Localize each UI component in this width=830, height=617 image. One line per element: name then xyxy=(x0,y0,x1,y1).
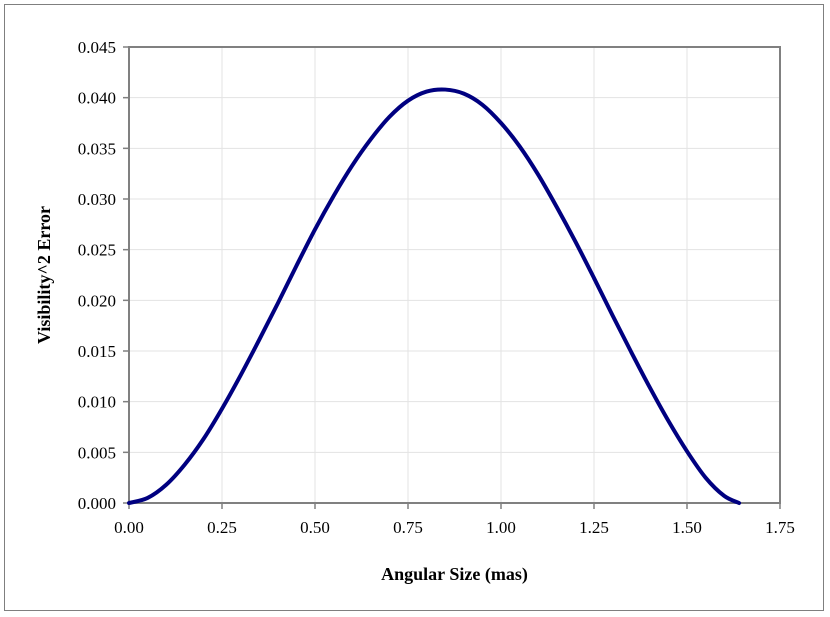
grid xyxy=(129,47,780,503)
y-tick-label: 0.010 xyxy=(78,393,116,412)
x-tick-label: 1.00 xyxy=(486,518,516,537)
y-tick-label: 0.015 xyxy=(78,342,116,361)
x-tick-label: 0.25 xyxy=(207,518,237,537)
y-tick-labels: 0.000 0.005 0.010 0.015 0.020 0.025 0.030 0.035… xyxy=(78,38,116,513)
x-tick-label: 0.00 xyxy=(114,518,144,537)
y-tick-label: 0.040 xyxy=(78,89,116,108)
x-tick-label: 0.50 xyxy=(300,518,330,537)
y-tick-label: 0.020 xyxy=(78,291,116,310)
x-tick-label: 0.75 xyxy=(393,518,423,537)
y-axis-title: Visibility^2 Error xyxy=(34,206,54,344)
y-tick-label: 0.000 xyxy=(78,494,116,513)
x-tick-labels: 0.00 0.25 0.50 0.75 1.00 1.25 1.50 1.75 xyxy=(114,518,795,537)
plot-area xyxy=(128,46,781,504)
x-tick-label: 1.75 xyxy=(765,518,795,537)
y-tick-label: 0.030 xyxy=(78,190,116,209)
y-tick-label: 0.025 xyxy=(78,241,116,260)
y-tick-label: 0.045 xyxy=(78,38,116,57)
y-tick-label: 0.035 xyxy=(78,139,116,158)
x-tick-label: 1.50 xyxy=(672,518,702,537)
series-line xyxy=(127,87,742,505)
x-axis-title: Angular Size (mas) xyxy=(381,564,528,585)
x-tick-label: 1.25 xyxy=(579,518,609,537)
y-tick-label: 0.005 xyxy=(78,443,116,462)
ticks xyxy=(123,46,781,509)
